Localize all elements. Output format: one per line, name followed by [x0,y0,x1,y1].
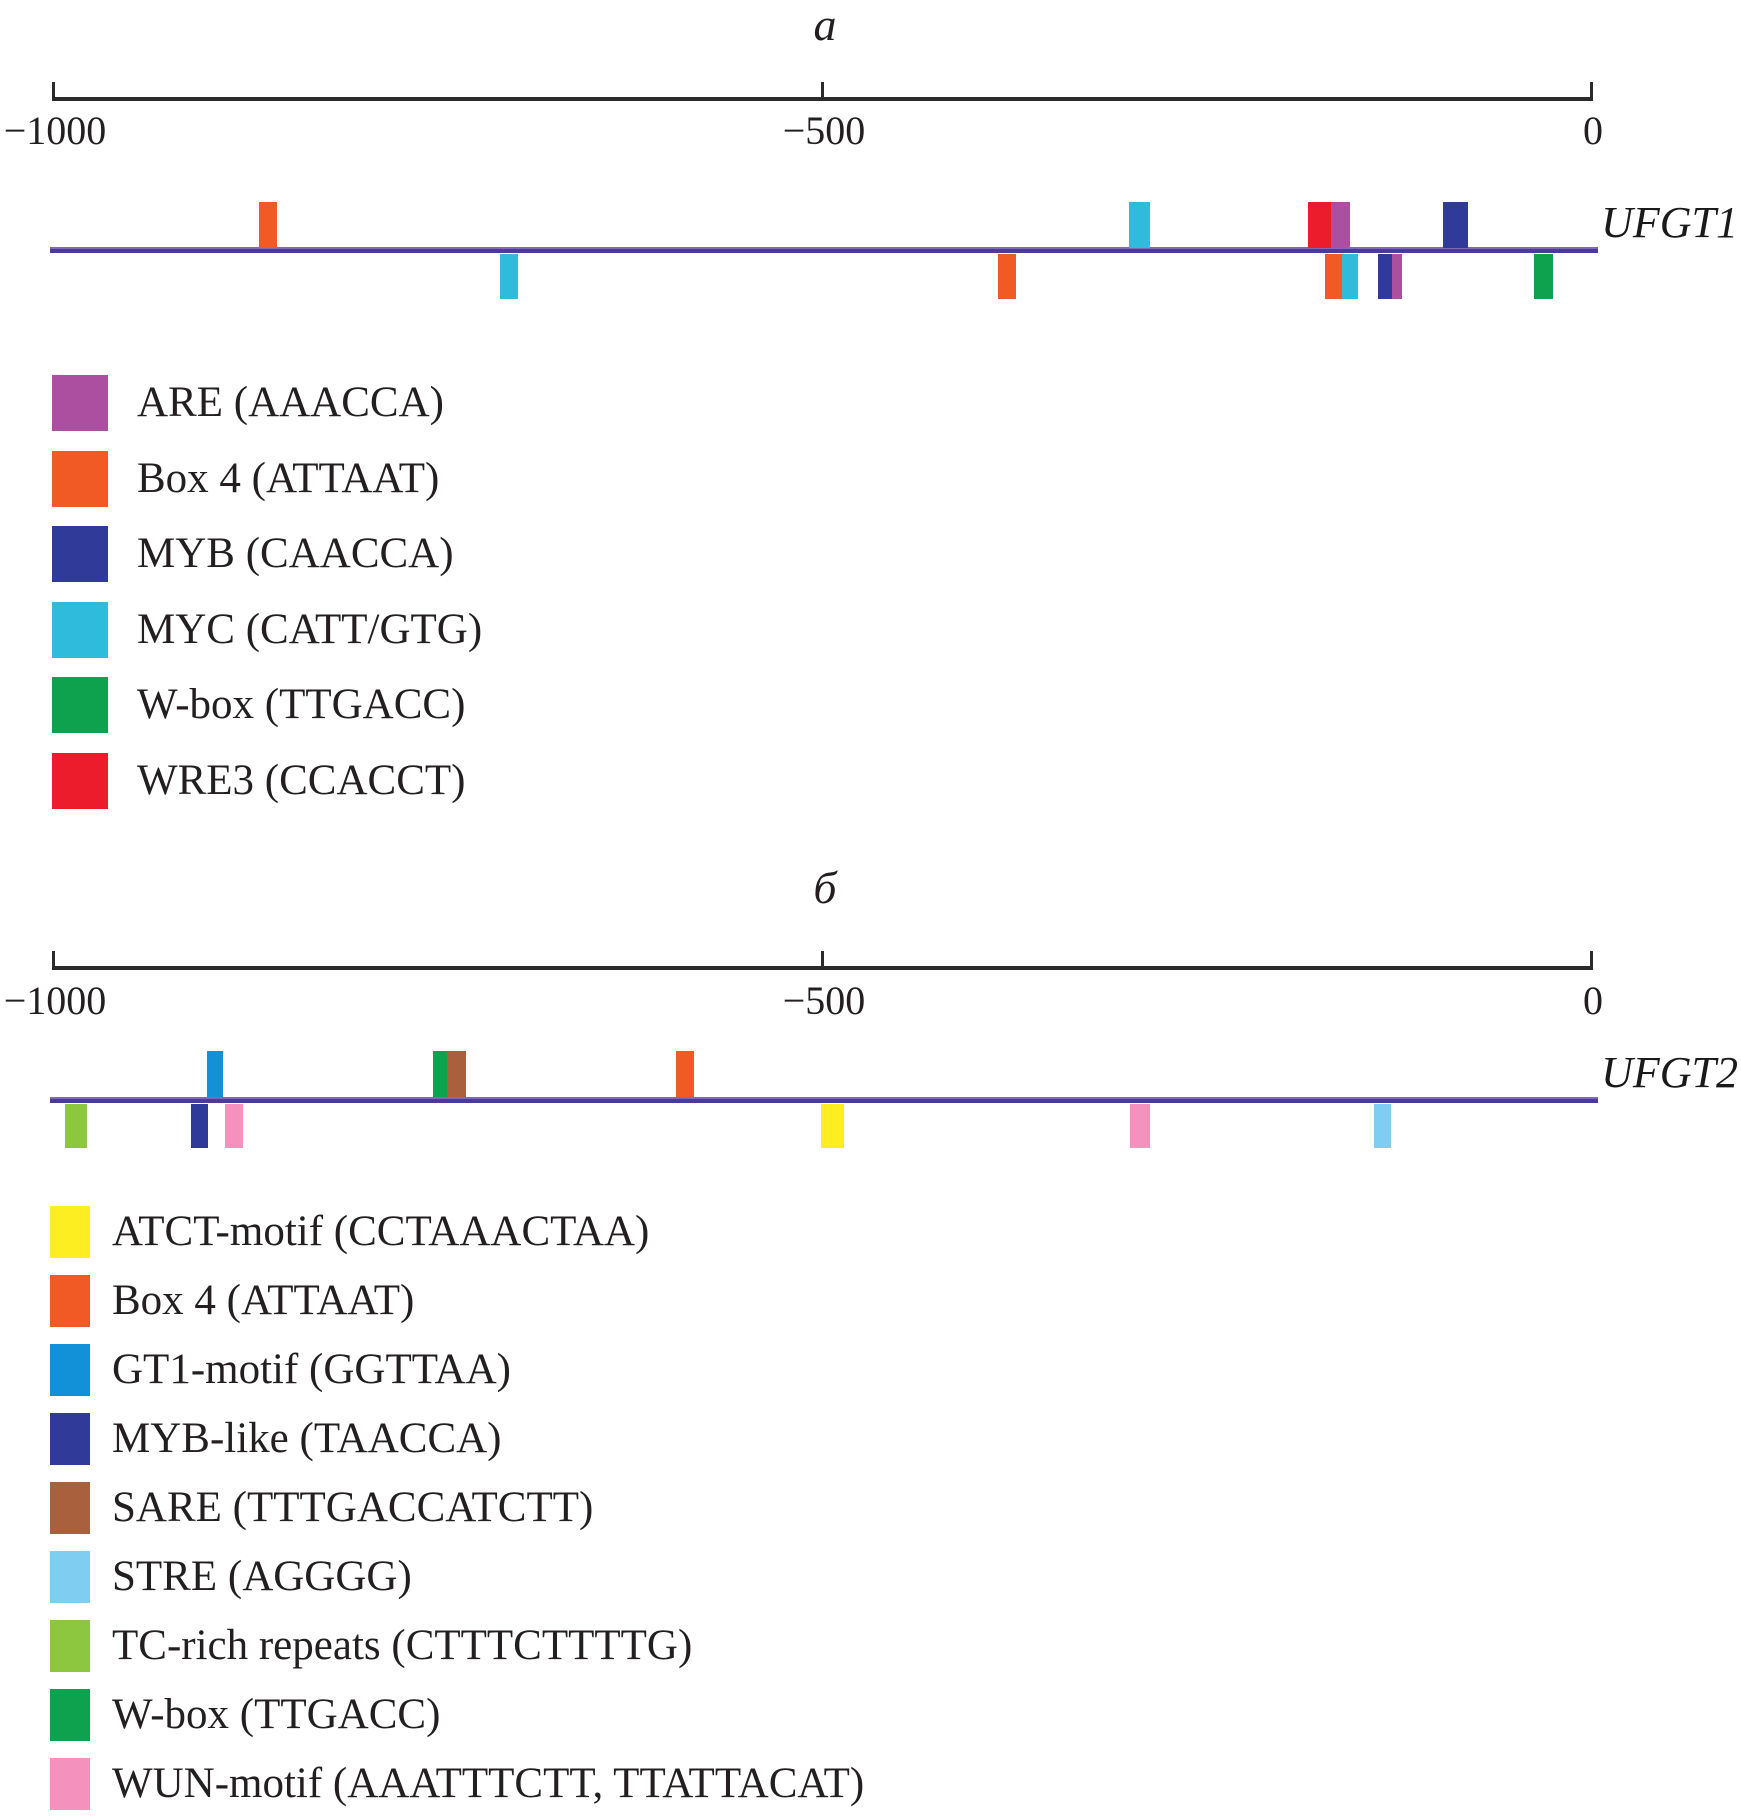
motif-box-ARE [1331,202,1350,248]
motif-box-WRE3 [1308,202,1331,248]
motif-box-GT1 [207,1051,223,1097]
legend-swatch-MYB [52,526,108,583]
legend-label-GT1: GT1-motif (GGTTAA) [112,1346,511,1393]
motif-box-MYBlike [191,1104,208,1148]
motif-box-SARE [447,1051,466,1097]
axis-tick-label: 0 [1583,978,1603,1023]
motif-box-Box4 [259,202,277,248]
legend-label-WUN: WUN-motif (AAATTTCTT, TTATTACAT) [112,1760,865,1807]
axis-tick-label: −500 [782,108,866,153]
legend-label-Box4: Box 4 (ATTAAT) [137,454,440,502]
legend-swatch-SARE [50,1482,90,1534]
legend-swatch-WRE3 [52,753,108,809]
motif-box-MYC [500,254,518,299]
legend-swatch-Wbox [52,677,108,734]
legend-swatch-MYBlike [50,1413,90,1465]
motif-box-Wbox [433,1051,447,1097]
legend-label-MYBlike: MYB-like (TAACCA) [112,1415,502,1462]
panel-a-gene-label: UFGT1 [1601,198,1738,247]
legend-label-MYC: MYC (CATT/GTG) [137,605,483,653]
legend-label-TCrich: TC-rich repeats (CTTTCTTTTG) [112,1622,693,1669]
legend-label-Wbox: W-box (TTGACC) [137,681,466,729]
legend-swatch-Wbox [50,1689,90,1741]
motif-box-Box4 [676,1051,694,1097]
motif-box-TCrich [65,1104,87,1148]
legend-swatch-STRE [50,1551,90,1603]
panel-a-title: a [813,0,837,50]
motif-box-WUN [1130,1104,1150,1148]
legend-label-MYB: MYB (CAACCA) [137,530,454,578]
motif-box-Wbox [1534,254,1553,299]
ruler-tick [51,951,55,970]
motif-box-MYC [1342,254,1358,299]
legend-swatch-ARE [52,375,108,431]
panel-a-gene-line [50,247,1598,253]
axis-tick-label: −1000 [3,108,107,153]
ruler-tick [51,82,55,101]
ruler-tick [1589,951,1593,970]
motif-box-ARE [1392,254,1402,299]
motif-box-Box4 [1325,254,1342,299]
legend-label-SARE: SARE (TTTGACCATCTT) [112,1484,594,1531]
legend-swatch-WUN [50,1758,90,1810]
legend-label-ARE: ARE (AAACCA) [137,379,444,426]
legend-label-WRE3: WRE3 (CCACCT) [137,757,466,804]
ruler-tick [820,951,824,970]
motif-box-MYB [1378,254,1394,299]
panel-b-gene-line [50,1097,1598,1103]
motif-box-MYC [1129,202,1150,248]
legend-label-Wbox: W-box (TTGACC) [112,1691,441,1738]
ruler-tick [820,82,824,101]
axis-tick-label: −500 [782,978,866,1023]
legend-label-Box4: Box 4 (ATTAAT) [112,1277,415,1324]
legend-swatch-Box4 [52,450,108,507]
legend-swatch-GT1 [50,1344,90,1396]
axis-tick-label: 0 [1583,108,1603,153]
legend-swatch-MYC [52,601,108,658]
panel-b-title: б [813,862,837,913]
legend-label-ATCT: ATCT-motif (CCTAAACTAA) [112,1208,650,1255]
panel-b-gene-label: UFGT2 [1601,1048,1738,1097]
motif-box-ATCT [821,1104,844,1148]
motif-box-WUN [225,1104,243,1148]
legend-swatch-ATCT [50,1206,90,1258]
motif-box-Box4 [998,254,1016,299]
motif-box-MYB [1443,202,1468,248]
axis-tick-label: −1000 [3,978,107,1023]
ruler-tick [1589,82,1593,101]
legend-swatch-Box4 [50,1275,90,1327]
legend-label-STRE: STRE (AGGGG) [112,1553,412,1600]
motif-box-STRE [1374,1104,1391,1148]
legend-swatch-TCrich [50,1620,90,1672]
